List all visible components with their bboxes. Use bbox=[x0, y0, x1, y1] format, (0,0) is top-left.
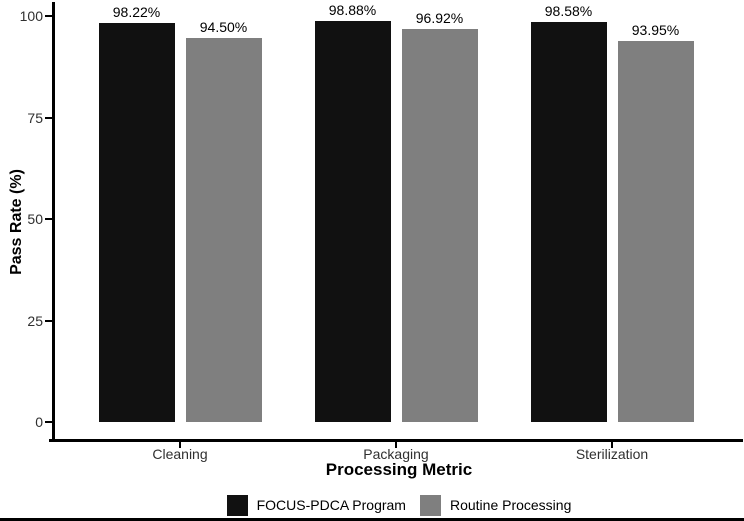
y-axis-tick bbox=[45, 421, 52, 423]
legend: FOCUS-PDCA Program Routine Processing bbox=[55, 492, 743, 518]
x-category-label: Cleaning bbox=[152, 446, 208, 462]
bar-value-label: 98.22% bbox=[112, 4, 161, 21]
legend-item: Routine Processing bbox=[419, 494, 572, 516]
legend-swatch bbox=[226, 494, 248, 516]
y-axis-tick bbox=[45, 218, 52, 220]
x-category-label: Packaging bbox=[363, 446, 429, 462]
bar-value-label: 93.95% bbox=[631, 21, 680, 38]
x-axis-title: Processing Metric bbox=[325, 460, 473, 479]
figure-bottom-border bbox=[0, 518, 744, 521]
legend-item: FOCUS-PDCA Program bbox=[226, 494, 406, 516]
y-axis-tick bbox=[45, 15, 52, 17]
legend-swatch bbox=[419, 494, 441, 516]
y-tick-label: 25 bbox=[27, 312, 43, 329]
x-axis-tick bbox=[611, 442, 613, 448]
bar bbox=[617, 40, 694, 422]
y-tick-label: 75 bbox=[27, 109, 43, 126]
bar-value-label: 98.88% bbox=[328, 1, 377, 18]
bar bbox=[98, 23, 175, 422]
y-axis-line bbox=[52, 2, 55, 442]
x-axis-tick bbox=[179, 442, 181, 448]
bar-value-label: 98.58% bbox=[544, 2, 593, 19]
y-tick-label: 0 bbox=[35, 414, 43, 430]
y-axis-tick bbox=[45, 319, 52, 322]
legend-label: Routine Processing bbox=[449, 497, 572, 513]
y-axis-tick bbox=[45, 116, 52, 119]
y-axis-title: Pass Rate (%) bbox=[8, 169, 25, 275]
y-tick-label: 50 bbox=[27, 211, 43, 227]
bar bbox=[314, 20, 391, 422]
legend-label: FOCUS-PDCA Program bbox=[256, 497, 406, 513]
bar bbox=[530, 21, 607, 422]
x-axis-tick bbox=[395, 442, 397, 448]
bar-value-label: 94.50% bbox=[199, 19, 248, 36]
bar-value-label: 96.92% bbox=[415, 9, 464, 26]
x-category-label: Sterilization bbox=[575, 446, 649, 462]
bar bbox=[401, 28, 478, 422]
x-axis-line bbox=[49, 439, 743, 442]
bar bbox=[185, 38, 262, 422]
y-tick-label: 100 bbox=[19, 8, 43, 24]
